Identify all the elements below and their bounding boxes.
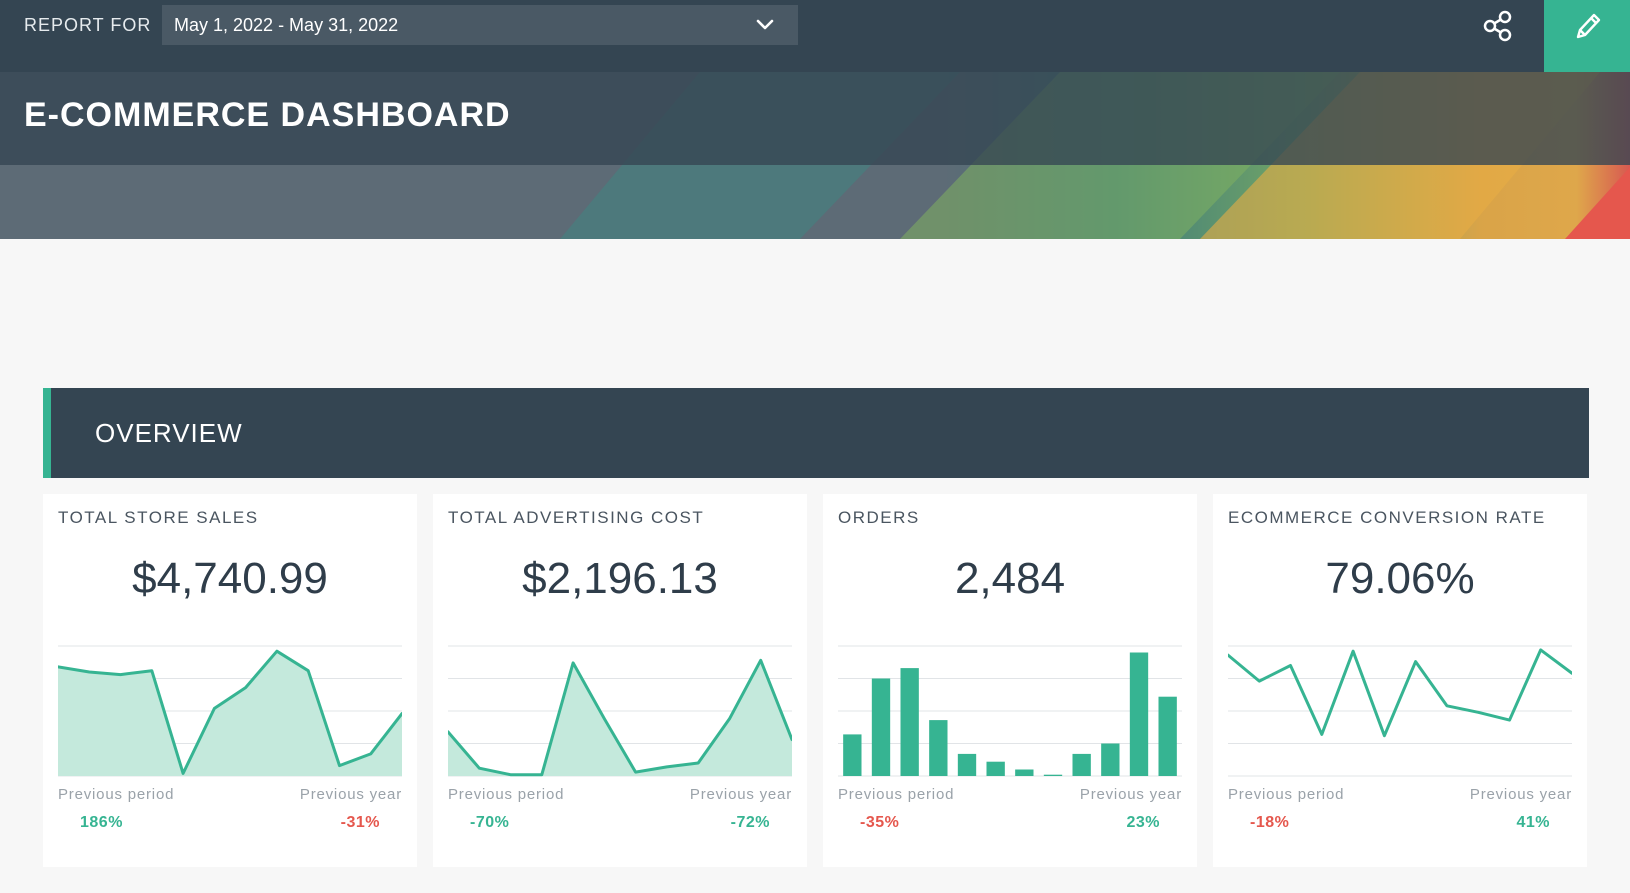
advertising-sparkline-chart bbox=[448, 645, 792, 777]
title-band bbox=[0, 72, 1630, 165]
area-fill bbox=[448, 660, 792, 776]
pencil-icon bbox=[1576, 13, 1601, 39]
previous-period-change: -35% bbox=[860, 814, 900, 831]
share-icon[interactable] bbox=[1480, 8, 1516, 44]
chevron-down-icon bbox=[756, 19, 774, 30]
kpi-card-total-store-sales[interactable]: TOTAL STORE SALES $4,740.99 Previous per… bbox=[43, 494, 417, 867]
card-title: TOTAL ADVERTISING COST bbox=[448, 508, 705, 527]
bar-mark bbox=[871, 678, 891, 776]
bar-mark bbox=[1158, 696, 1177, 776]
previous-year-label: Previous year bbox=[299, 786, 402, 803]
conversion-rate-line-chart bbox=[1228, 645, 1572, 777]
date-range-select[interactable]: May 1, 2022 - May 31, 2022 bbox=[162, 5, 798, 45]
card-value: 2,484 bbox=[954, 554, 1066, 603]
bar-mark bbox=[1015, 769, 1034, 776]
previous-period-label: Previous period bbox=[448, 786, 565, 803]
series-line bbox=[58, 649, 402, 775]
previous-year-change: -72% bbox=[730, 814, 770, 831]
previous-period-change: -70% bbox=[470, 814, 510, 831]
bar-mark bbox=[900, 668, 919, 776]
previous-year-label: Previous year bbox=[1469, 786, 1572, 803]
banner: E-COMMERCE DASHBOARD bbox=[0, 72, 1630, 239]
card-title: ECOMMERCE CONVERSION RATE bbox=[1228, 508, 1546, 527]
previous-year-label: Previous year bbox=[1079, 786, 1182, 803]
previous-year-change: -31% bbox=[340, 814, 380, 831]
report-for-label: REPORT FOR bbox=[24, 15, 152, 35]
bar-mark bbox=[1043, 774, 1063, 776]
card-value: $2,196.13 bbox=[522, 554, 718, 603]
kpi-card-orders[interactable]: ORDERS 2,484 Previous period Previous ye… bbox=[823, 494, 1197, 867]
edit-button[interactable] bbox=[1544, 0, 1630, 72]
area-fill bbox=[58, 651, 402, 776]
previous-period-label: Previous period bbox=[838, 786, 955, 803]
bar-mark bbox=[929, 720, 948, 776]
overview-title: OVERVIEW bbox=[95, 418, 243, 448]
card-title: ORDERS bbox=[838, 508, 920, 527]
bar-mark bbox=[957, 753, 977, 776]
previous-period-change: -18% bbox=[1250, 814, 1290, 831]
card-value: 79.06% bbox=[1325, 554, 1475, 603]
kpi-card-ecommerce-conversion-rate[interactable]: ECOMMERCE CONVERSION RATE 79.06% Previou… bbox=[1213, 494, 1587, 867]
previous-period-change: 186% bbox=[80, 814, 123, 831]
card-value: $4,740.99 bbox=[132, 554, 328, 603]
date-range-value: May 1, 2022 - May 31, 2022 bbox=[174, 15, 399, 35]
series-line bbox=[1228, 648, 1572, 738]
sales-sparkline-chart bbox=[58, 645, 402, 777]
bar-mark bbox=[1129, 652, 1149, 776]
card-title: TOTAL STORE SALES bbox=[58, 508, 259, 527]
bar-mark bbox=[1101, 743, 1120, 776]
page-title: E-COMMERCE DASHBOARD bbox=[24, 96, 511, 134]
previous-period-label: Previous period bbox=[1228, 786, 1345, 803]
previous-period-label: Previous period bbox=[58, 786, 175, 803]
bar-mark bbox=[843, 734, 862, 776]
previous-year-label: Previous year bbox=[689, 786, 792, 803]
previous-year-change: 41% bbox=[1516, 814, 1550, 831]
orders-bar-chart bbox=[838, 645, 1182, 777]
series-line bbox=[448, 658, 792, 777]
top-bar: REPORT FOR May 1, 2022 - May 31, 2022 bbox=[0, 0, 1630, 72]
kpi-card-total-advertising-cost[interactable]: TOTAL ADVERTISING COST $2,196.13 Previou… bbox=[433, 494, 807, 867]
bar-mark bbox=[1072, 753, 1091, 776]
previous-year-change: 23% bbox=[1126, 814, 1160, 831]
bar-mark bbox=[986, 761, 1005, 776]
overview-section-header: OVERVIEW bbox=[43, 388, 1589, 478]
